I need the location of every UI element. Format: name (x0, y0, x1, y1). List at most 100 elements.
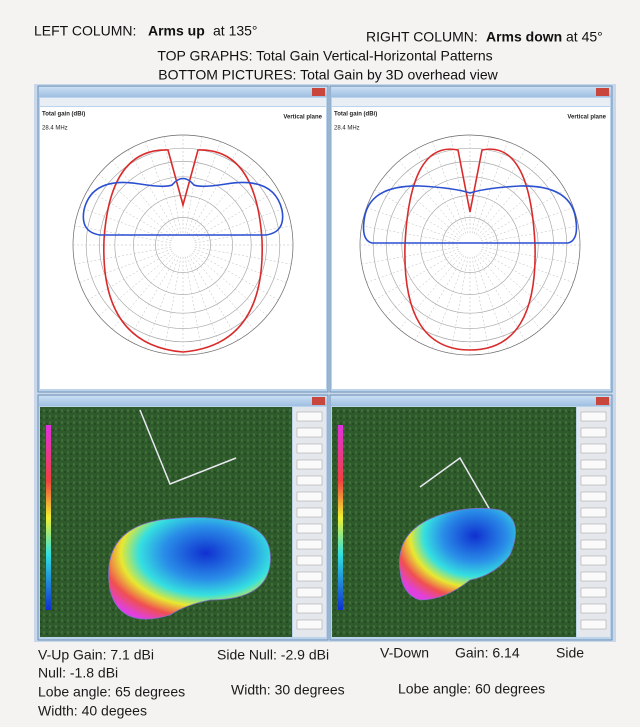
polar-spoke (98, 252, 174, 316)
panel-button[interactable] (580, 507, 607, 518)
panel-button[interactable] (296, 587, 323, 598)
header-left-prefix: LEFT COLUMN: (34, 23, 136, 39)
polar-spoke (192, 174, 268, 238)
polar-spoke (477, 254, 541, 330)
polar-spoke (432, 141, 467, 234)
polar-spoke (473, 141, 508, 234)
panel-button[interactable] (296, 571, 323, 582)
polar-spoke (450, 136, 469, 234)
caption: Side Null: -2.9 dBi (217, 647, 329, 663)
polar-spoke (399, 254, 463, 330)
plot-title: Vertical plane (283, 115, 322, 121)
color-scale (46, 425, 51, 610)
polar-spoke (186, 256, 221, 349)
panel-button[interactable] (580, 491, 607, 502)
title-bar (331, 396, 611, 406)
polar-spoke (480, 189, 566, 240)
antenna-wire (139, 409, 237, 485)
panel-button[interactable] (580, 571, 607, 582)
control-panel (293, 407, 326, 637)
menu-bar (40, 98, 326, 106)
polar-spoke (366, 207, 459, 242)
close-button[interactable] (596, 88, 609, 96)
header-line2: TOP GRAPHS: Total Gain Vertical-Horizont… (157, 48, 492, 64)
header-line3: BOTTOM PICTURES: Total Gain by 3D overhe… (158, 67, 498, 83)
panel-button[interactable] (296, 427, 323, 438)
polar-spoke (190, 254, 254, 330)
panel-button[interactable] (580, 587, 607, 598)
horizontal-pattern (82, 177, 284, 236)
polar-spoke (163, 256, 182, 354)
panel-button[interactable] (296, 555, 323, 566)
title-bar (331, 87, 611, 97)
frequency: 28.4 MHz (42, 126, 68, 132)
polar-spoke (450, 256, 469, 354)
vertical-pattern (404, 148, 536, 351)
polar-spoke (194, 248, 287, 283)
polar-spoke (127, 255, 178, 341)
panel-button[interactable] (580, 539, 607, 550)
polar-spoke (188, 149, 239, 235)
panel-button[interactable] (580, 523, 607, 534)
panel-button[interactable] (296, 603, 323, 614)
panel-button[interactable] (296, 443, 323, 454)
frequency: 28.4 MHz (334, 126, 360, 132)
polar-spoke (186, 141, 221, 234)
polar-spoke (87, 189, 173, 240)
panel-button[interactable] (296, 619, 323, 630)
gain-solid (108, 517, 271, 620)
panel-button[interactable] (296, 459, 323, 470)
polar-spoke (74, 246, 172, 265)
panel-button[interactable] (296, 491, 323, 502)
close-button[interactable] (312, 397, 325, 405)
polar-spoke (112, 160, 176, 236)
polar-ring (99, 161, 267, 329)
panel-button[interactable] (296, 523, 323, 534)
polar-spoke (432, 256, 467, 349)
caption: Side (556, 645, 584, 661)
panel-button[interactable] (296, 411, 323, 422)
close-button[interactable] (312, 88, 325, 96)
panel-button[interactable] (580, 443, 607, 454)
window (37, 394, 329, 641)
polar-spoke (145, 141, 180, 234)
polar-spoke (79, 248, 172, 283)
window: Vertical plane Total gain (dBi) 28.4 MHz (37, 85, 329, 393)
gain-solid (399, 507, 517, 601)
panel-button[interactable] (580, 619, 607, 630)
polar-spoke (385, 174, 461, 238)
caption: V-Down (380, 645, 429, 661)
polar-spoke (127, 149, 178, 235)
panel-button[interactable] (296, 475, 323, 486)
panel-button[interactable] (580, 459, 607, 470)
color-scale (338, 425, 343, 610)
panel-button[interactable] (580, 427, 607, 438)
polar-spoke (473, 256, 508, 349)
polar-spoke (414, 255, 465, 341)
plot-title: Vertical plane (567, 115, 606, 121)
panel-button[interactable] (580, 411, 607, 422)
polar-spoke (87, 250, 173, 301)
polar-spoke (374, 250, 460, 301)
polar-spoke (361, 246, 459, 265)
panel-button[interactable] (580, 603, 607, 614)
panel-button[interactable] (296, 507, 323, 518)
polar-spoke (98, 174, 174, 238)
polar-spoke (481, 225, 579, 244)
header-right-suffix: at 45° (566, 29, 603, 45)
polar-spoke (385, 252, 461, 316)
caption: Width: 30 degrees (231, 682, 345, 698)
horizontal-pattern (362, 185, 578, 244)
title-bar (39, 87, 327, 97)
polar-spoke (192, 252, 268, 316)
panel-button[interactable] (580, 555, 607, 566)
panel-button[interactable] (580, 475, 607, 486)
close-button[interactable] (596, 397, 609, 405)
polar-ring (386, 161, 554, 329)
header-right-prefix: RIGHT COLUMN: (366, 29, 478, 45)
gain-label: Total gain (dBi) (334, 112, 377, 118)
header-left-bold: Arms up (148, 23, 205, 39)
panel-button[interactable] (296, 539, 323, 550)
gain-label: Total gain (dBi) (42, 112, 85, 118)
